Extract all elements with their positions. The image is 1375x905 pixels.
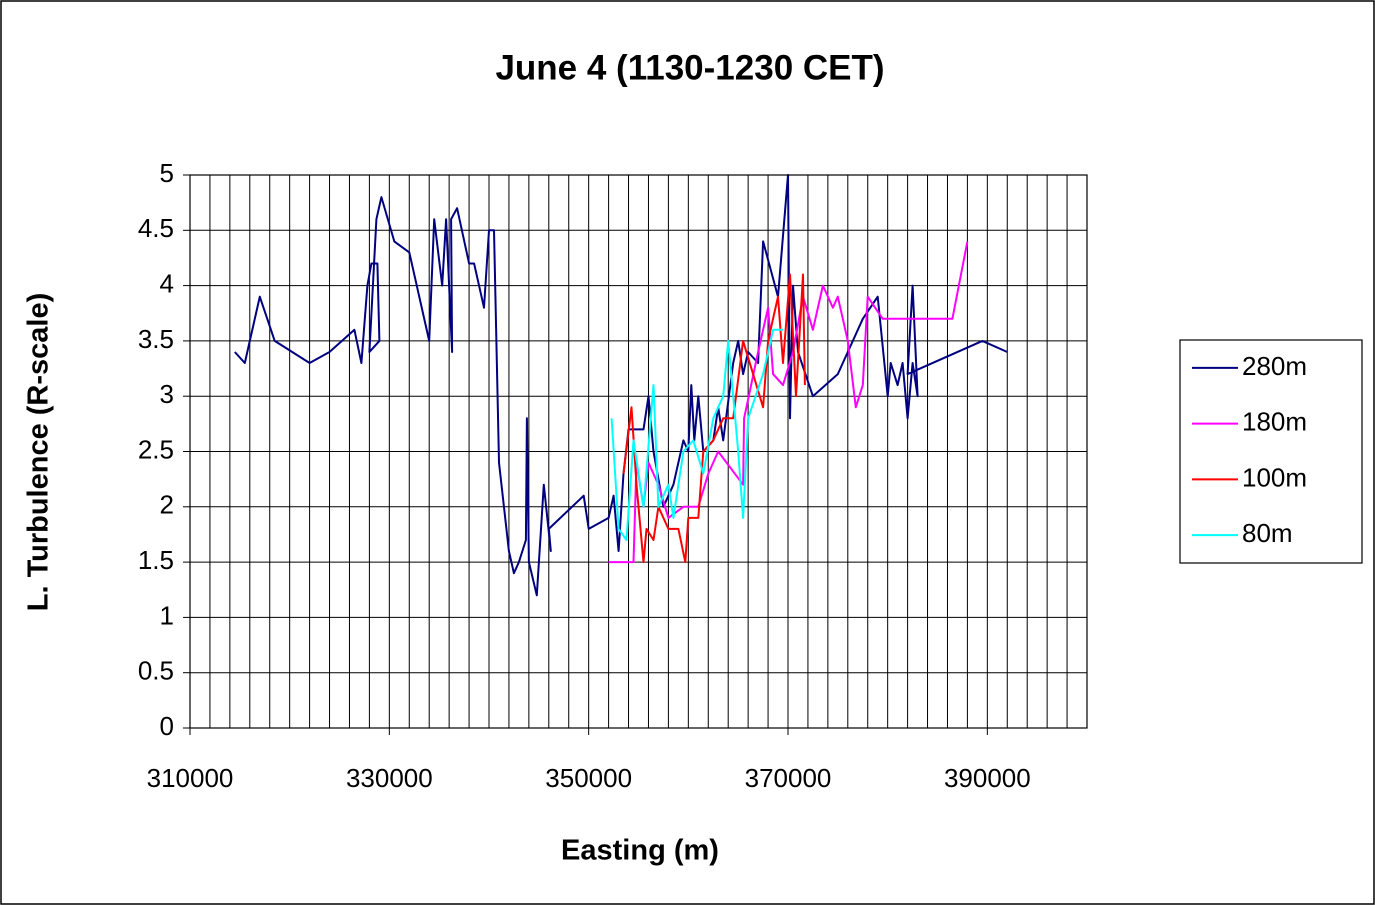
x-tick-label: 350000: [545, 763, 632, 793]
y-tick-label: 0.5: [138, 656, 174, 686]
x-tick-label: 390000: [944, 763, 1031, 793]
y-tick-label: 3.5: [138, 324, 174, 354]
plot-frame: [189, 174, 1088, 729]
legend-box: [1179, 339, 1363, 564]
chart-title: June 4 (1130-1230 CET): [495, 48, 884, 87]
y-axis-label: L. Turbulence (R-scale): [23, 293, 55, 612]
y-tick-label: 2: [160, 490, 174, 520]
legend-label: 180m: [1242, 407, 1307, 437]
y-tick-label: 0: [160, 711, 174, 741]
legend-label: 100m: [1242, 462, 1307, 492]
x-tick-label: 330000: [346, 763, 433, 793]
data-line: [234, 174, 1008, 597]
y-tick-label: 1.5: [138, 545, 174, 575]
data-line: [610, 328, 783, 541]
y-tick-label: 4.5: [138, 213, 174, 243]
y-tick-label: 4: [160, 268, 174, 298]
y-tick-label: 3: [160, 379, 174, 409]
x-tick-label: 370000: [745, 763, 832, 793]
y-tick-label: 5: [160, 158, 174, 188]
legend-label: 80m: [1242, 518, 1293, 548]
legend-label: 280m: [1242, 351, 1307, 381]
y-tick-label: 1: [160, 600, 174, 630]
x-tick-label: 310000: [147, 763, 234, 793]
y-tick-label: 2.5: [138, 434, 174, 464]
x-axis-label: Easting (m): [561, 835, 719, 867]
